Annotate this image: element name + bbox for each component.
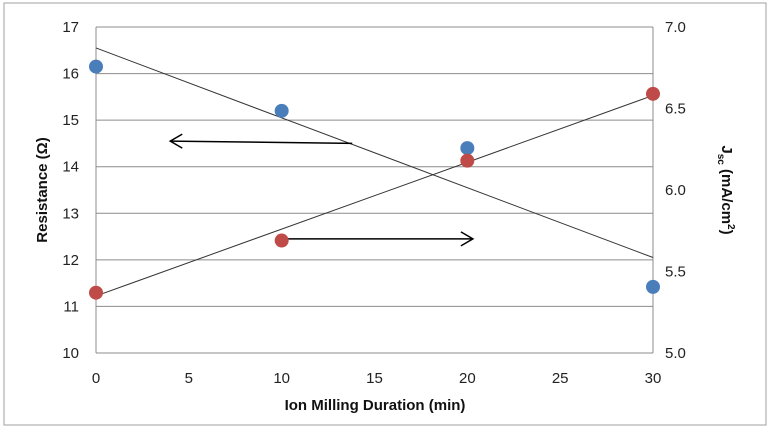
y-right-title-sub: sc <box>715 154 726 166</box>
y-right-tick-label-3: 6.5 <box>665 101 686 118</box>
trendline-jsc <box>95 94 654 297</box>
y-left-tick-label-4: 14 <box>62 159 79 176</box>
y-right-title-sup: 2 <box>725 224 736 230</box>
y-right-title-unit-suffix: ) <box>718 230 735 235</box>
y-right-tick-label-1: 5.5 <box>665 264 686 281</box>
y-right-axis-title: Jsc (mA/cm2) <box>715 145 736 234</box>
data-points <box>89 59 660 300</box>
y-right-tick-label-0: 5.0 <box>665 345 686 362</box>
x-tick-label-1: 5 <box>185 370 193 387</box>
data-point-resistance-3 <box>646 279 660 294</box>
gridlines <box>96 26 653 354</box>
x-tick-label-5: 25 <box>552 370 569 387</box>
x-tick-label-2: 10 <box>273 370 290 387</box>
x-tick-label-6: 30 <box>645 370 662 387</box>
y-right-tick-label-4: 7.0 <box>665 19 686 36</box>
data-point-jsc-1 <box>274 233 289 248</box>
arrow-head-right <box>460 231 475 247</box>
x-tick-label-3: 15 <box>366 370 383 387</box>
data-point-resistance-1 <box>274 103 289 118</box>
x-tick-labels: 0 5 10 15 20 25 30 <box>92 370 662 387</box>
y-left-tick-label-1: 11 <box>63 298 79 315</box>
y-right-tick-labels: 5.0 5.5 6.0 6.5 7.0 <box>665 19 686 362</box>
data-point-jsc-2 <box>460 153 475 168</box>
chart-border <box>3 2 767 426</box>
annotation-arrows <box>168 133 475 247</box>
y-right-title-main: J <box>718 145 735 153</box>
data-point-jsc-3 <box>646 86 660 101</box>
data-point-resistance-0 <box>89 59 103 74</box>
arrow-shaft-left <box>170 140 353 145</box>
y-left-tick-label-2: 12 <box>62 252 79 269</box>
x-tick-label-0: 0 <box>92 370 100 387</box>
x-axis-title: Ion Milling Duration (min) <box>285 397 466 414</box>
y-right-tick-label-2: 6.0 <box>665 182 686 199</box>
trendlines <box>95 47 654 297</box>
arrow-head-left <box>168 133 183 149</box>
data-point-jsc-0 <box>89 285 103 300</box>
y-left-tick-label-0: 10 <box>62 345 79 362</box>
data-point-resistance-2 <box>460 141 475 156</box>
y-right-title-unit-prefix: (mA/cm <box>718 165 735 224</box>
trendline-resistance <box>95 47 654 258</box>
y-left-tick-label-7: 17 <box>62 19 79 36</box>
y-left-tick-labels: 10 11 12 13 14 15 16 17 <box>62 19 79 362</box>
y-left-tick-label-5: 15 <box>62 112 79 129</box>
y-left-axis-title: Resistance (Ω) <box>34 137 51 242</box>
x-tick-label-4: 20 <box>459 370 476 387</box>
y-left-tick-label-6: 16 <box>62 66 79 83</box>
y-left-tick-label-3: 13 <box>62 205 79 222</box>
